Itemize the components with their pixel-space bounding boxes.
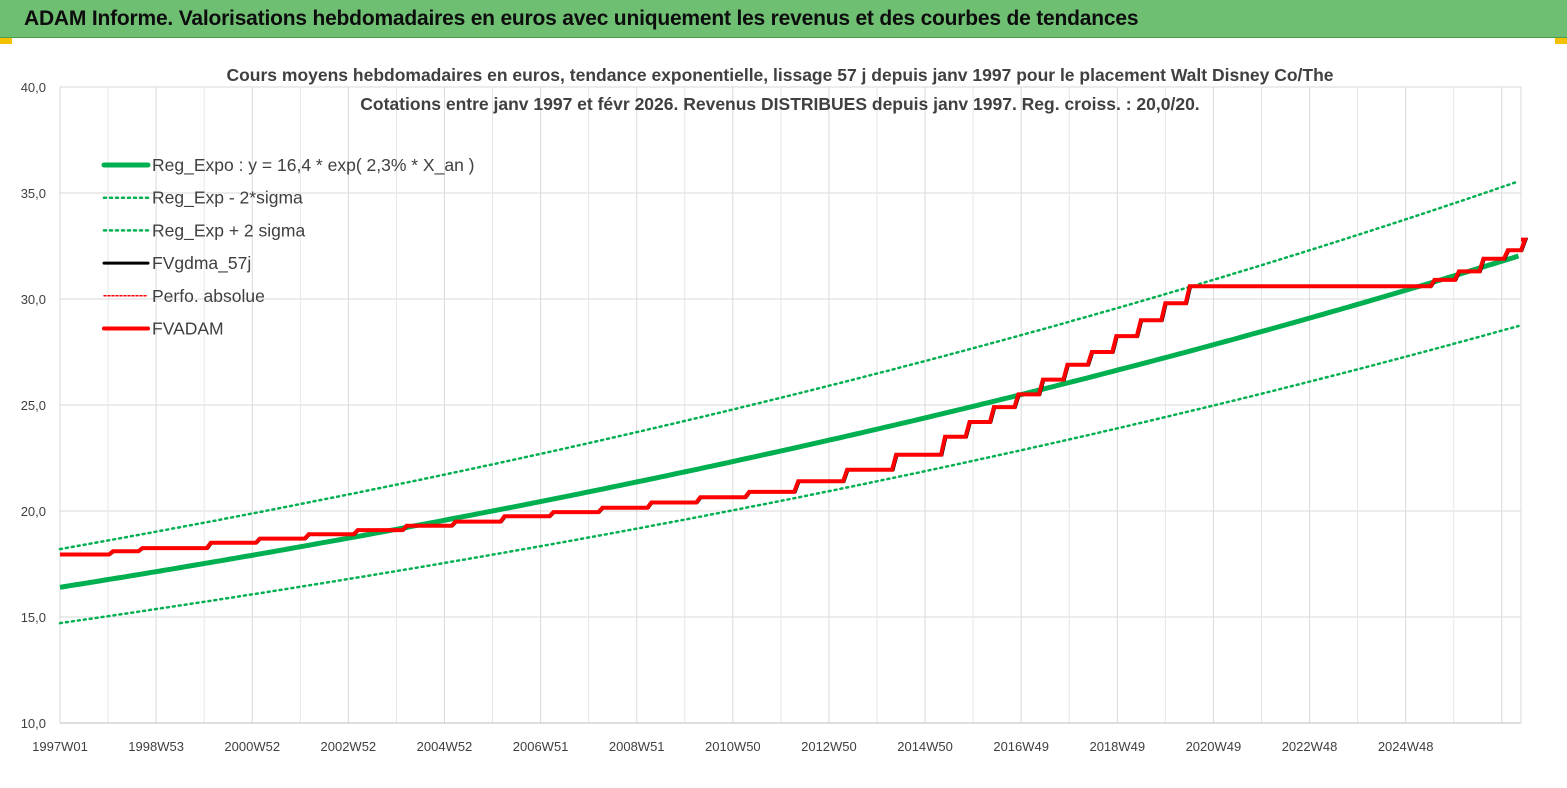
chart-title-line2: Cotations entre janv 1997 et févr 2026. …	[360, 94, 1199, 114]
legend-label: FVADAM	[152, 319, 224, 339]
x-tick-label: 2006W51	[513, 739, 569, 754]
legend-label: Reg_Expo : y = 16,4 * exp( 2,3% * X_an )	[152, 155, 475, 176]
x-tick-label: 2016W49	[993, 739, 1049, 754]
x-tick-label: 2018W49	[1089, 739, 1145, 754]
x-tick-label: 2002W52	[321, 739, 377, 754]
x-tick-label: 2014W50	[897, 739, 953, 754]
grid-lines	[59, 86, 1522, 724]
x-tick-label: 2000W52	[224, 739, 280, 754]
chart-svg: 10,0 15,0 20,0 25,0 30,0 35,0 40,0 1997W01 1998…	[21, 65, 1529, 754]
series-lines	[58, 180, 1529, 625]
y-tick-label: 40,0	[21, 80, 46, 95]
x-tick-label: 2022W48	[1282, 739, 1338, 754]
chart-title-line1: Cours moyens hebdomadaires en euros, ten…	[226, 65, 1333, 85]
y-tick-label: 20,0	[21, 504, 46, 519]
x-tick-label: 2008W51	[609, 739, 665, 754]
y-tick-label: 30,0	[21, 292, 46, 307]
y-tick-label: 35,0	[21, 186, 46, 201]
x-tick-label: 2004W52	[417, 739, 473, 754]
chart-area: 10,0 15,0 20,0 25,0 30,0 35,0 40,0 1997W01 1998…	[0, 38, 1567, 783]
chart-legend: Reg_Expo : y = 16,4 * exp( 2,3% * X_an )…	[101, 155, 475, 339]
report-header: ADAM Informe. Valorisations hebdomadaire…	[0, 0, 1567, 38]
series-reg-minus-2sigma	[58, 324, 1520, 625]
x-tick-label: 1997W01	[32, 739, 88, 754]
series-fvadam	[59, 237, 1528, 557]
y-axis-ticks: 10,0 15,0 20,0 25,0 30,0 35,0 40,0	[21, 80, 46, 731]
x-axis-ticks: 1997W01 1998W53 2000W52 2002W52 2004W52 2006W…	[32, 739, 1433, 754]
corner-marker-right	[1555, 38, 1567, 44]
report-title: ADAM Informe. Valorisations hebdomadaire…	[24, 7, 1139, 30]
x-tick-label: 2020W49	[1186, 739, 1242, 754]
x-tick-label: 1998W53	[128, 739, 184, 754]
x-tick-label: 2012W50	[801, 739, 857, 754]
legend-label: Reg_Exp + 2 sigma	[152, 220, 305, 241]
y-tick-label: 10,0	[21, 716, 46, 731]
y-tick-label: 15,0	[21, 610, 46, 625]
legend-label: Reg_Exp - 2*sigma	[152, 188, 303, 209]
x-tick-label: 2024W48	[1378, 739, 1434, 754]
series-reg-expo	[59, 253, 1520, 590]
series-reg-plus-2sigma	[58, 180, 1520, 551]
corner-marker-left	[0, 38, 12, 44]
x-tick-label: 2010W50	[705, 739, 761, 754]
legend-label: FVgdma_57j	[152, 253, 251, 274]
y-tick-label: 25,0	[21, 398, 46, 413]
legend-label: Perfo. absolue	[152, 286, 265, 306]
